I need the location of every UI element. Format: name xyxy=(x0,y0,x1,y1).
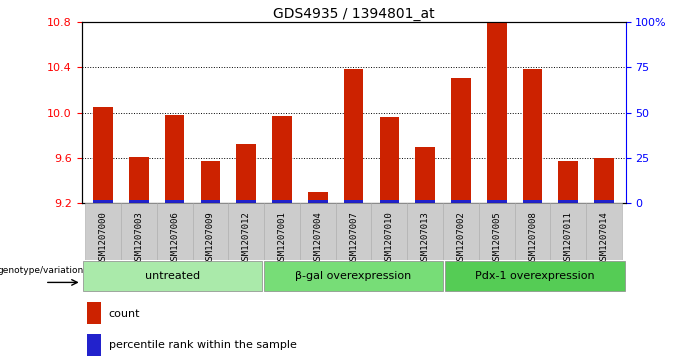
Bar xyxy=(308,192,328,203)
Text: GSM1207010: GSM1207010 xyxy=(385,212,394,265)
Text: GSM1207009: GSM1207009 xyxy=(206,212,215,265)
Bar xyxy=(407,203,443,260)
Bar xyxy=(87,302,101,325)
Bar xyxy=(443,203,479,260)
Bar xyxy=(487,200,507,203)
Bar xyxy=(550,203,586,260)
Text: GSM1207013: GSM1207013 xyxy=(421,212,430,265)
Bar xyxy=(594,200,614,203)
Bar xyxy=(371,203,407,260)
Text: GSM1207002: GSM1207002 xyxy=(456,212,466,265)
Bar xyxy=(308,200,328,203)
Text: GSM1207014: GSM1207014 xyxy=(600,212,609,265)
Bar xyxy=(515,203,550,260)
Text: count: count xyxy=(109,309,140,319)
Bar xyxy=(87,334,101,356)
Bar xyxy=(300,203,336,260)
Bar xyxy=(272,200,292,203)
Bar xyxy=(121,203,157,260)
Text: Pdx-1 overexpression: Pdx-1 overexpression xyxy=(475,271,595,281)
Bar xyxy=(451,200,471,203)
Bar xyxy=(586,203,622,260)
Bar xyxy=(228,203,264,260)
Bar xyxy=(165,200,184,203)
Bar xyxy=(344,200,363,203)
Bar xyxy=(487,23,507,203)
Text: β-gal overexpression: β-gal overexpression xyxy=(296,271,411,281)
Bar xyxy=(415,200,435,203)
Bar xyxy=(272,116,292,203)
Bar xyxy=(379,117,399,203)
Bar xyxy=(451,78,471,203)
Bar xyxy=(192,203,228,260)
Bar xyxy=(93,107,113,203)
Bar xyxy=(129,200,149,203)
Bar xyxy=(445,261,624,290)
Text: genotype/variation: genotype/variation xyxy=(0,266,84,276)
Text: GSM1207001: GSM1207001 xyxy=(277,212,286,265)
Bar xyxy=(415,147,435,203)
Bar xyxy=(165,115,184,203)
Bar xyxy=(201,161,220,203)
Bar xyxy=(479,203,515,260)
Bar xyxy=(83,261,262,290)
Text: GSM1207011: GSM1207011 xyxy=(564,212,573,265)
Text: GSM1207008: GSM1207008 xyxy=(528,212,537,265)
Bar xyxy=(379,200,399,203)
Bar xyxy=(594,158,614,203)
Bar xyxy=(157,203,192,260)
Text: GSM1207004: GSM1207004 xyxy=(313,212,322,265)
Text: GSM1207000: GSM1207000 xyxy=(99,212,107,265)
Bar xyxy=(237,144,256,203)
Bar xyxy=(129,157,149,203)
Bar xyxy=(523,200,543,203)
Text: untreated: untreated xyxy=(145,271,200,281)
Bar xyxy=(558,200,578,203)
Bar xyxy=(85,203,121,260)
Text: GSM1207007: GSM1207007 xyxy=(349,212,358,265)
Text: GSM1207003: GSM1207003 xyxy=(135,212,143,265)
Bar xyxy=(264,261,443,290)
Text: GSM1207005: GSM1207005 xyxy=(492,212,501,265)
Bar xyxy=(523,69,543,203)
Bar xyxy=(336,203,371,260)
Bar xyxy=(93,200,113,203)
Bar xyxy=(237,200,256,203)
Title: GDS4935 / 1394801_at: GDS4935 / 1394801_at xyxy=(273,7,435,21)
Bar xyxy=(201,200,220,203)
Bar xyxy=(344,69,363,203)
Text: GSM1207006: GSM1207006 xyxy=(170,212,179,265)
Text: percentile rank within the sample: percentile rank within the sample xyxy=(109,340,296,350)
Bar xyxy=(264,203,300,260)
Text: GSM1207012: GSM1207012 xyxy=(241,212,251,265)
Bar xyxy=(558,161,578,203)
